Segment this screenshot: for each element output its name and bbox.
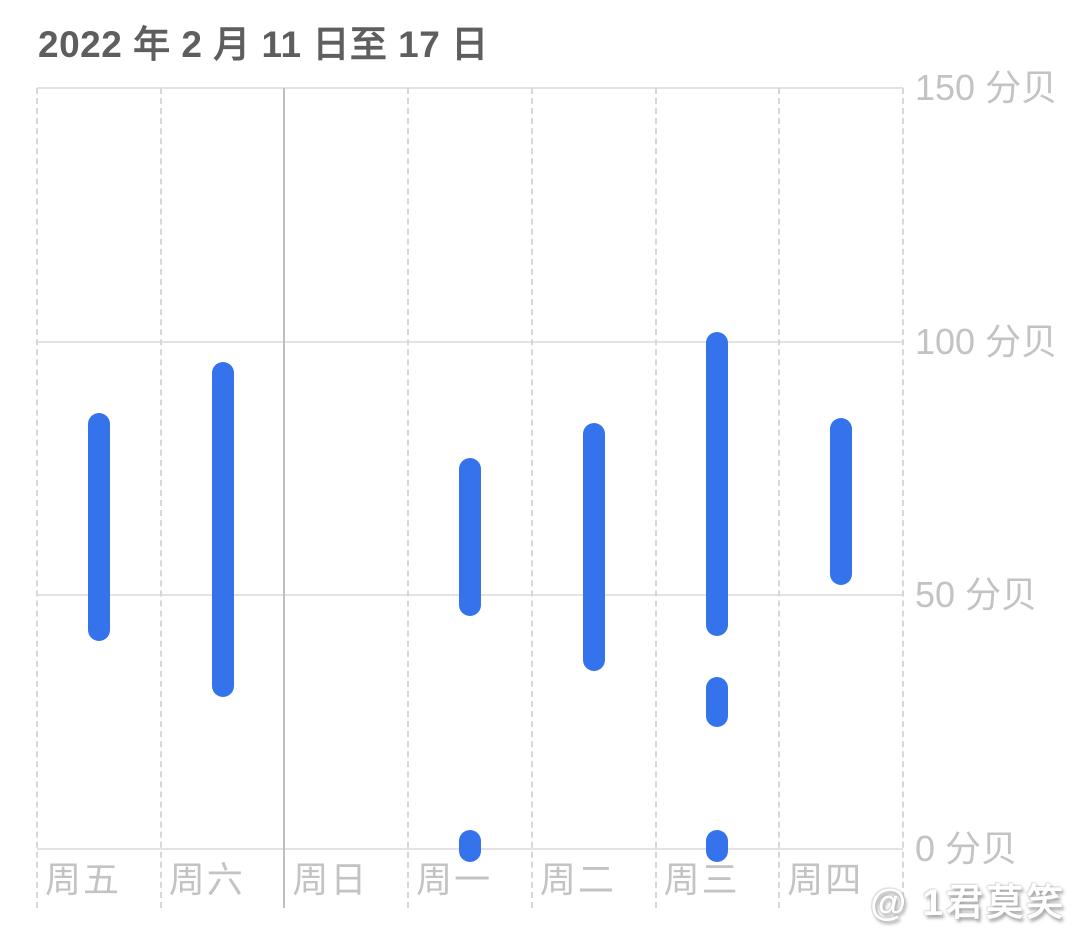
x-axis-label-3: 周日: [292, 859, 369, 900]
x-axis-label-4: 周一: [416, 859, 493, 900]
date-range-title: 2022 年 2 月 11 日至 17 日: [38, 24, 489, 65]
y-axis-label-0: 0 分贝: [915, 828, 1018, 869]
x-gridline-3: [407, 88, 410, 908]
y-axis-label-100: 100 分贝: [915, 320, 1058, 362]
x-gridline-6: [778, 88, 781, 908]
range-bar-周一-2: [459, 830, 481, 863]
x-axis-label-7: 周四: [787, 859, 864, 900]
x-axis-label-6: 周三: [663, 859, 740, 900]
range-bar-周二-1: [582, 422, 605, 672]
y-gridline-150: [37, 87, 903, 89]
x-gridline-1: [159, 88, 162, 908]
x-gridline-7: [902, 88, 904, 908]
x-axis-label-2: 周六: [168, 859, 245, 900]
x-gridline-4: [530, 88, 533, 908]
range-bar-周四-1: [830, 417, 853, 586]
x-gridline-0: [36, 88, 38, 908]
range-bar-周六-1: [211, 361, 234, 697]
x-axis-label-5: 周二: [539, 859, 616, 900]
y-axis-label-150: 150 分贝: [915, 67, 1058, 108]
range-bar-周一-1: [459, 458, 481, 616]
range-bar-周三-1: [706, 331, 729, 636]
x-gridline-2: [283, 88, 286, 908]
y-gridline-100: [37, 340, 903, 343]
range-bar-周三-3: [706, 830, 729, 863]
range-bar-周三-2: [706, 676, 729, 728]
range-bar-周五-1: [87, 412, 110, 641]
x-gridline-5: [654, 88, 657, 908]
x-axis-label-1: 周五: [45, 859, 122, 900]
y-axis-label-50: 50 分贝: [915, 574, 1038, 616]
watermark-text: @ 1君莫笑: [870, 882, 1066, 923]
